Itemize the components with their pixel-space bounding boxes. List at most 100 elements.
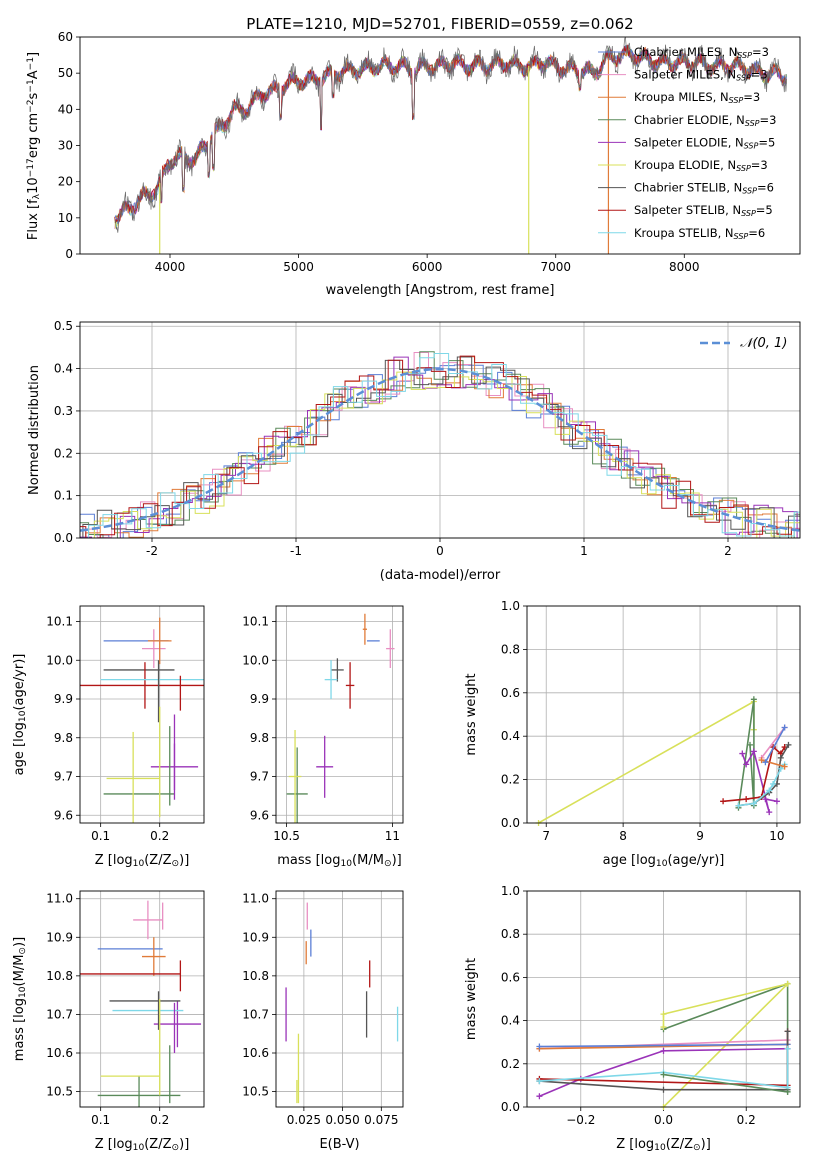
label-part: )]: [701, 1137, 711, 1152]
y-axis-label: mass [log10(M/M⊙)]: [12, 937, 28, 1061]
weight-marker: [536, 1093, 543, 1100]
x-tick-label: −0.2: [566, 1113, 595, 1127]
weight-marker: [762, 796, 769, 803]
weight-line-kroupa_elodie: [538, 700, 755, 823]
histogram-chabrier_elodie: [80, 351, 800, 538]
legend-sub: SSP: [744, 141, 759, 150]
axes-age_vs_Z: [76, 605, 205, 827]
legend-text: Chabrier STELIB, N: [634, 181, 742, 195]
legend-entry: Kroupa ELODIE, NSSP=3: [634, 158, 768, 173]
histogram-kroupa_elodie: [80, 371, 800, 538]
label-part: 10: [340, 859, 352, 869]
x-axis-label: wavelength [Angstrom, rest frame]: [326, 283, 555, 298]
legend-tail: =6: [757, 181, 774, 195]
weight-marker: [739, 750, 746, 757]
axes-mass_vs_Z: [76, 890, 205, 1111]
y-tick-label: 9.6: [54, 808, 73, 822]
legend-tail: =3: [752, 45, 769, 59]
legend-tail: =3: [751, 158, 768, 172]
weight-marker: [750, 800, 757, 807]
x-tick-label: 7000: [540, 260, 571, 274]
label-part: (M/M: [352, 853, 384, 868]
histogram-chabrier_stelib: [80, 356, 800, 538]
legend-sub: SSP: [745, 119, 760, 128]
label-part: )]: [179, 1137, 189, 1152]
weight-marker: [770, 780, 777, 787]
y-tick-label: 30: [58, 139, 73, 153]
label-part: age [log: [12, 722, 27, 775]
y-tick-label: 10.8: [46, 969, 73, 983]
gaussian-curve: [80, 367, 800, 532]
label-part: 10: [133, 859, 145, 869]
label-part: −17: [26, 158, 36, 177]
weight-marker: [536, 1078, 543, 1085]
label-part: 10: [654, 1143, 666, 1153]
x-tick-label: 10: [769, 829, 784, 843]
y-tick-label: 60: [58, 30, 73, 44]
legend-sub: SSP: [736, 74, 751, 83]
x-tick-label: 11: [385, 829, 400, 843]
y-tick-label: 10.6: [46, 1046, 73, 1060]
y-tick-label: 1.0: [501, 599, 520, 613]
weight-marker: [777, 754, 784, 761]
legend-tail: =5: [756, 203, 773, 217]
legend-tail: =6: [748, 226, 765, 240]
x-tick-label: 4000: [155, 260, 186, 274]
legend-entry: Salpeter STELIB, NSSP=5: [634, 203, 773, 218]
y-tick-label: 10.1: [242, 615, 269, 629]
weight-marker: [781, 763, 788, 770]
legend-entry: Salpeter MILES, NSSP=3: [634, 68, 768, 83]
y-tick-label: 0.1: [54, 489, 73, 503]
label-part: Z [log: [95, 853, 133, 868]
label-part: A: [26, 70, 41, 79]
legend-entry: Kroupa MILES, NSSP=3: [634, 90, 760, 105]
x-tick-label: 7: [542, 829, 550, 843]
label-part: mass [log: [277, 853, 340, 868]
axes-frame: [79, 321, 801, 539]
axes-frame: [79, 890, 205, 1108]
legend-entry: Chabrier MILES, NSSP=3: [634, 45, 769, 60]
y-axis-label: age [log10(age/yr)]: [12, 654, 28, 776]
weight-marker: [773, 798, 780, 805]
y-tick-label: 10.8: [242, 969, 269, 983]
axes-residuals: [76, 321, 801, 542]
y-tick-label: 0: [65, 247, 73, 261]
label-part: 10: [18, 986, 28, 998]
axes-mass_vs_ebv: [272, 890, 404, 1111]
label-part: s: [26, 92, 41, 99]
y-tick-label: 0.0: [501, 816, 520, 830]
axes-frame: [275, 890, 404, 1108]
label-part: Z [log: [95, 1137, 133, 1152]
weight-marker: [766, 809, 773, 816]
label-part: )]: [12, 937, 27, 947]
x-axis-label: mass [log10(M/M⊙)]: [277, 853, 401, 869]
weight-marker: [781, 724, 788, 731]
weight-marker: [784, 980, 791, 987]
weight-marker: [762, 759, 769, 766]
label-part: ⊙: [384, 859, 392, 869]
label-part: 10: [133, 1143, 145, 1153]
x-tick-label: 0.025: [287, 1113, 321, 1127]
legend-text: Kroupa STELIB, N: [634, 226, 734, 240]
x-tick-label: -1: [290, 544, 302, 558]
legend-sub: SSP: [729, 96, 744, 105]
label-part: Flux [f: [26, 199, 41, 240]
y-tick-label: 0.6: [501, 686, 520, 700]
legend-entry: Chabrier STELIB, NSSP=6: [634, 181, 774, 196]
weight-marker: [747, 741, 754, 748]
x-axis-label: Z [log10(Z/Z⊙)]: [95, 1137, 190, 1153]
y-tick-label: 0.3: [54, 404, 73, 418]
axes-age_vs_mass: [272, 605, 404, 827]
x-axis-label: Z [log10(Z/Z⊙)]: [616, 1137, 711, 1153]
label-part: (age/yr)]: [667, 853, 724, 868]
label-part: 10: [18, 710, 28, 722]
y-tick-label: 9.8: [54, 731, 73, 745]
chart-title: PLATE=1210, MJD=52701, FIBERID=0559, z=0…: [246, 15, 633, 33]
x-tick-label: 5000: [283, 260, 314, 274]
y-axis-label: Normed distribution: [27, 365, 42, 495]
weight-line-salpeter_elodie: [539, 1047, 788, 1097]
x-axis-label: Z [log10(Z/Z⊙)]: [95, 853, 190, 869]
weight-marker: [660, 1024, 667, 1031]
spectrum-observed: [114, 37, 787, 233]
